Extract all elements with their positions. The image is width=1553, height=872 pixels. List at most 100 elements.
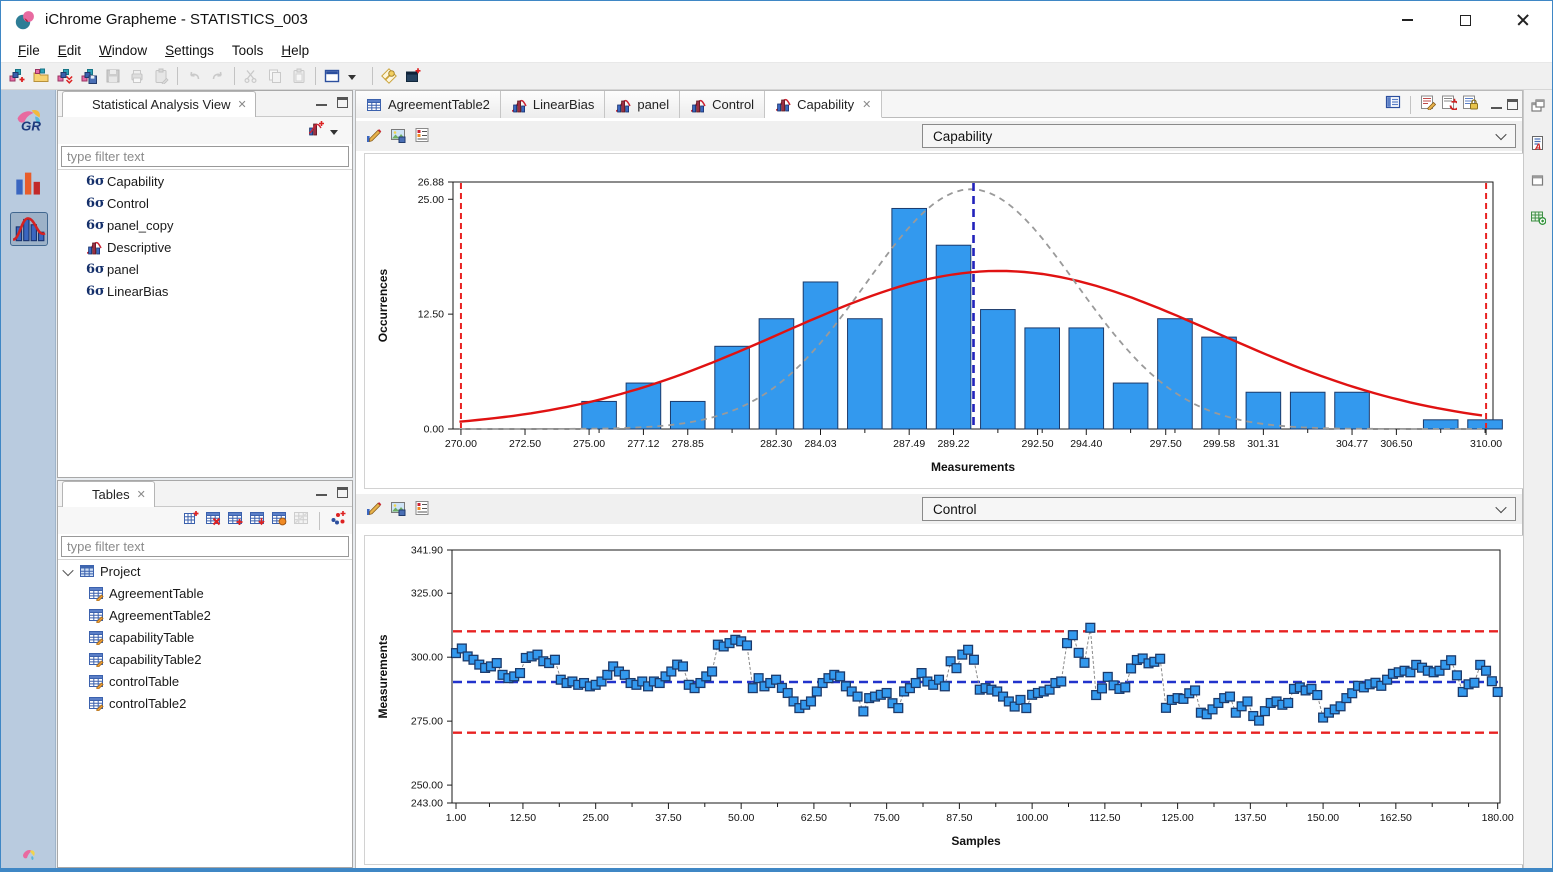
tables-item-agreementtable2[interactable]: AgreementTable2 [58, 604, 352, 626]
scatter-plot-button[interactable] [330, 510, 346, 531]
export-image-button[interactable] [390, 127, 406, 148]
dropdown-arrow-button[interactable] [330, 122, 346, 140]
tree-item-label: AgreementTable [109, 586, 204, 601]
expander-chevron-icon[interactable] [64, 564, 74, 574]
tables-filter-input[interactable] [61, 536, 349, 557]
refresh-analysis-button[interactable] [1441, 94, 1457, 115]
close-icon[interactable]: ✕ [137, 488, 146, 501]
title-bar[interactable]: iChrome Grapheme - STATISTICS_003 [1, 1, 1552, 39]
panel-maximize-icon[interactable] [337, 487, 348, 498]
x-tick-label: 294.40 [1070, 438, 1102, 450]
delete-table-button[interactable] [205, 510, 221, 531]
editor-maximize-icon[interactable] [1507, 99, 1518, 110]
tables-item-capabilitytable2[interactable]: capabilityTable2 [58, 648, 352, 670]
editor-tab-agreementtable2[interactable]: AgreementTable2 [356, 91, 501, 118]
menu-settings[interactable]: Settings [156, 41, 223, 60]
window-layout-button[interactable] [320, 64, 344, 88]
dropdown-arrow-button[interactable] [344, 64, 368, 88]
panel-minimize-icon[interactable] [316, 493, 327, 496]
tables-icon [71, 487, 87, 503]
report-view-button[interactable]: A [1530, 135, 1546, 156]
menu-tools[interactable]: Tools [223, 41, 273, 60]
chart-settings-button[interactable] [414, 500, 430, 521]
editor-tab-control[interactable]: Control [680, 91, 765, 118]
lock-analysis-button[interactable] [1462, 94, 1478, 115]
sample-marker [853, 692, 862, 701]
tables-item-controltable2[interactable]: controlTable2 [58, 692, 352, 714]
menu-edit[interactable]: Edit [49, 41, 90, 60]
panel-minimize-icon[interactable] [316, 103, 327, 106]
rail-grapheme-logo[interactable]: GR [10, 104, 48, 138]
rail-grapheme-mini[interactable] [10, 838, 48, 872]
cascade-view-button[interactable] [1530, 98, 1546, 119]
analysis-item-panel_copy[interactable]: 6σpanel_copy [58, 214, 352, 236]
rail-bar-chart-tool[interactable] [10, 166, 48, 200]
analysis-item-linearbias[interactable]: 6σLinearBias [58, 280, 352, 302]
sample-marker [743, 641, 752, 650]
close-icon[interactable]: ✕ [862, 98, 871, 111]
new-project-button[interactable] [5, 64, 29, 88]
x-tick-label: 75.00 [874, 812, 900, 824]
tables-item-project[interactable]: Project [58, 560, 352, 582]
editor-tab-capability[interactable]: Capability✕ [765, 91, 882, 118]
control-analysis-selector[interactable]: Control [922, 497, 1516, 521]
analysis-panel-toolbar [58, 117, 352, 144]
new-view-button[interactable] [1530, 172, 1546, 193]
window-maximize-button[interactable] [1436, 1, 1494, 39]
chart-settings-button[interactable] [414, 127, 430, 148]
edit-chart-button[interactable] [366, 127, 382, 148]
capability-analysis-selector[interactable]: Capability [922, 124, 1516, 148]
sample-marker [964, 645, 973, 654]
rail-distribution-tool[interactable] [10, 212, 48, 246]
tab-tables[interactable]: Tables ✕ [62, 481, 155, 507]
sixsigma-icon: 6σ [86, 261, 102, 277]
open-project-button[interactable] [29, 64, 53, 88]
analysis-item-panel[interactable]: 6σpanel [58, 258, 352, 280]
analysis-item-descriptive[interactable]: Descriptive [58, 236, 352, 258]
window-close-button[interactable] [1494, 1, 1552, 39]
save-project-as-button[interactable] [77, 64, 101, 88]
capability-chart[interactable]: 0.0012.5025.0026.88270.00272.50275.00277… [364, 153, 1524, 489]
tables-item-agreementtable[interactable]: AgreementTable [58, 582, 352, 604]
workbench: GR Statistical Analysis View ✕ [1, 90, 1552, 870]
derive-table-icon [271, 510, 287, 526]
new-window-button[interactable] [401, 64, 425, 88]
details-view-button[interactable] [1385, 94, 1401, 115]
menu-file[interactable]: File [9, 41, 49, 60]
panel-maximize-icon[interactable] [337, 97, 348, 108]
editor-tab-linearbias[interactable]: LinearBias [501, 91, 605, 118]
histogram-bar [892, 208, 927, 429]
histogram-bar [1290, 392, 1325, 429]
x-tick-label: 310.00 [1470, 438, 1502, 450]
editor-minimize-icon[interactable] [1491, 106, 1502, 109]
editor-tab-panel[interactable]: panel [605, 91, 680, 118]
histogram-icon [615, 97, 631, 113]
edit-analysis-button[interactable] [1420, 94, 1436, 115]
close-icon[interactable]: ✕ [238, 98, 247, 111]
edit-chart-button[interactable] [366, 500, 382, 521]
insert-table-button[interactable] [227, 510, 243, 531]
window-minimize-button[interactable] [1378, 1, 1436, 39]
analysis-filter-input[interactable] [61, 146, 349, 167]
tab-statistical-analysis-view[interactable]: Statistical Analysis View ✕ [62, 91, 256, 117]
x-tick-label: 137.50 [1234, 812, 1266, 824]
menu-help[interactable]: Help [272, 41, 318, 60]
new-analysis-button[interactable] [308, 120, 324, 141]
control-chart[interactable]: 243.00250.00275.00300.00325.00341.901.00… [364, 535, 1524, 865]
tables-item-controltable[interactable]: controlTable [58, 670, 352, 692]
x-tick-label: 87.50 [946, 812, 972, 824]
analysis-item-control[interactable]: 6σControl [58, 192, 352, 214]
import-table-button[interactable] [249, 510, 265, 531]
export-table-button[interactable] [1530, 209, 1546, 230]
copy-button [263, 64, 287, 88]
add-table-button[interactable] [183, 510, 199, 531]
redo-icon [210, 68, 226, 84]
key-button[interactable] [377, 64, 401, 88]
derive-table-button[interactable] [271, 510, 287, 531]
menu-window[interactable]: Window [90, 41, 156, 60]
histogram-bar [1158, 319, 1193, 429]
analysis-item-capability[interactable]: 6σCapability [58, 170, 352, 192]
export-image-button[interactable] [390, 500, 406, 521]
tables-item-capabilitytable[interactable]: capabilityTable [58, 626, 352, 648]
import-project-button[interactable] [53, 64, 77, 88]
